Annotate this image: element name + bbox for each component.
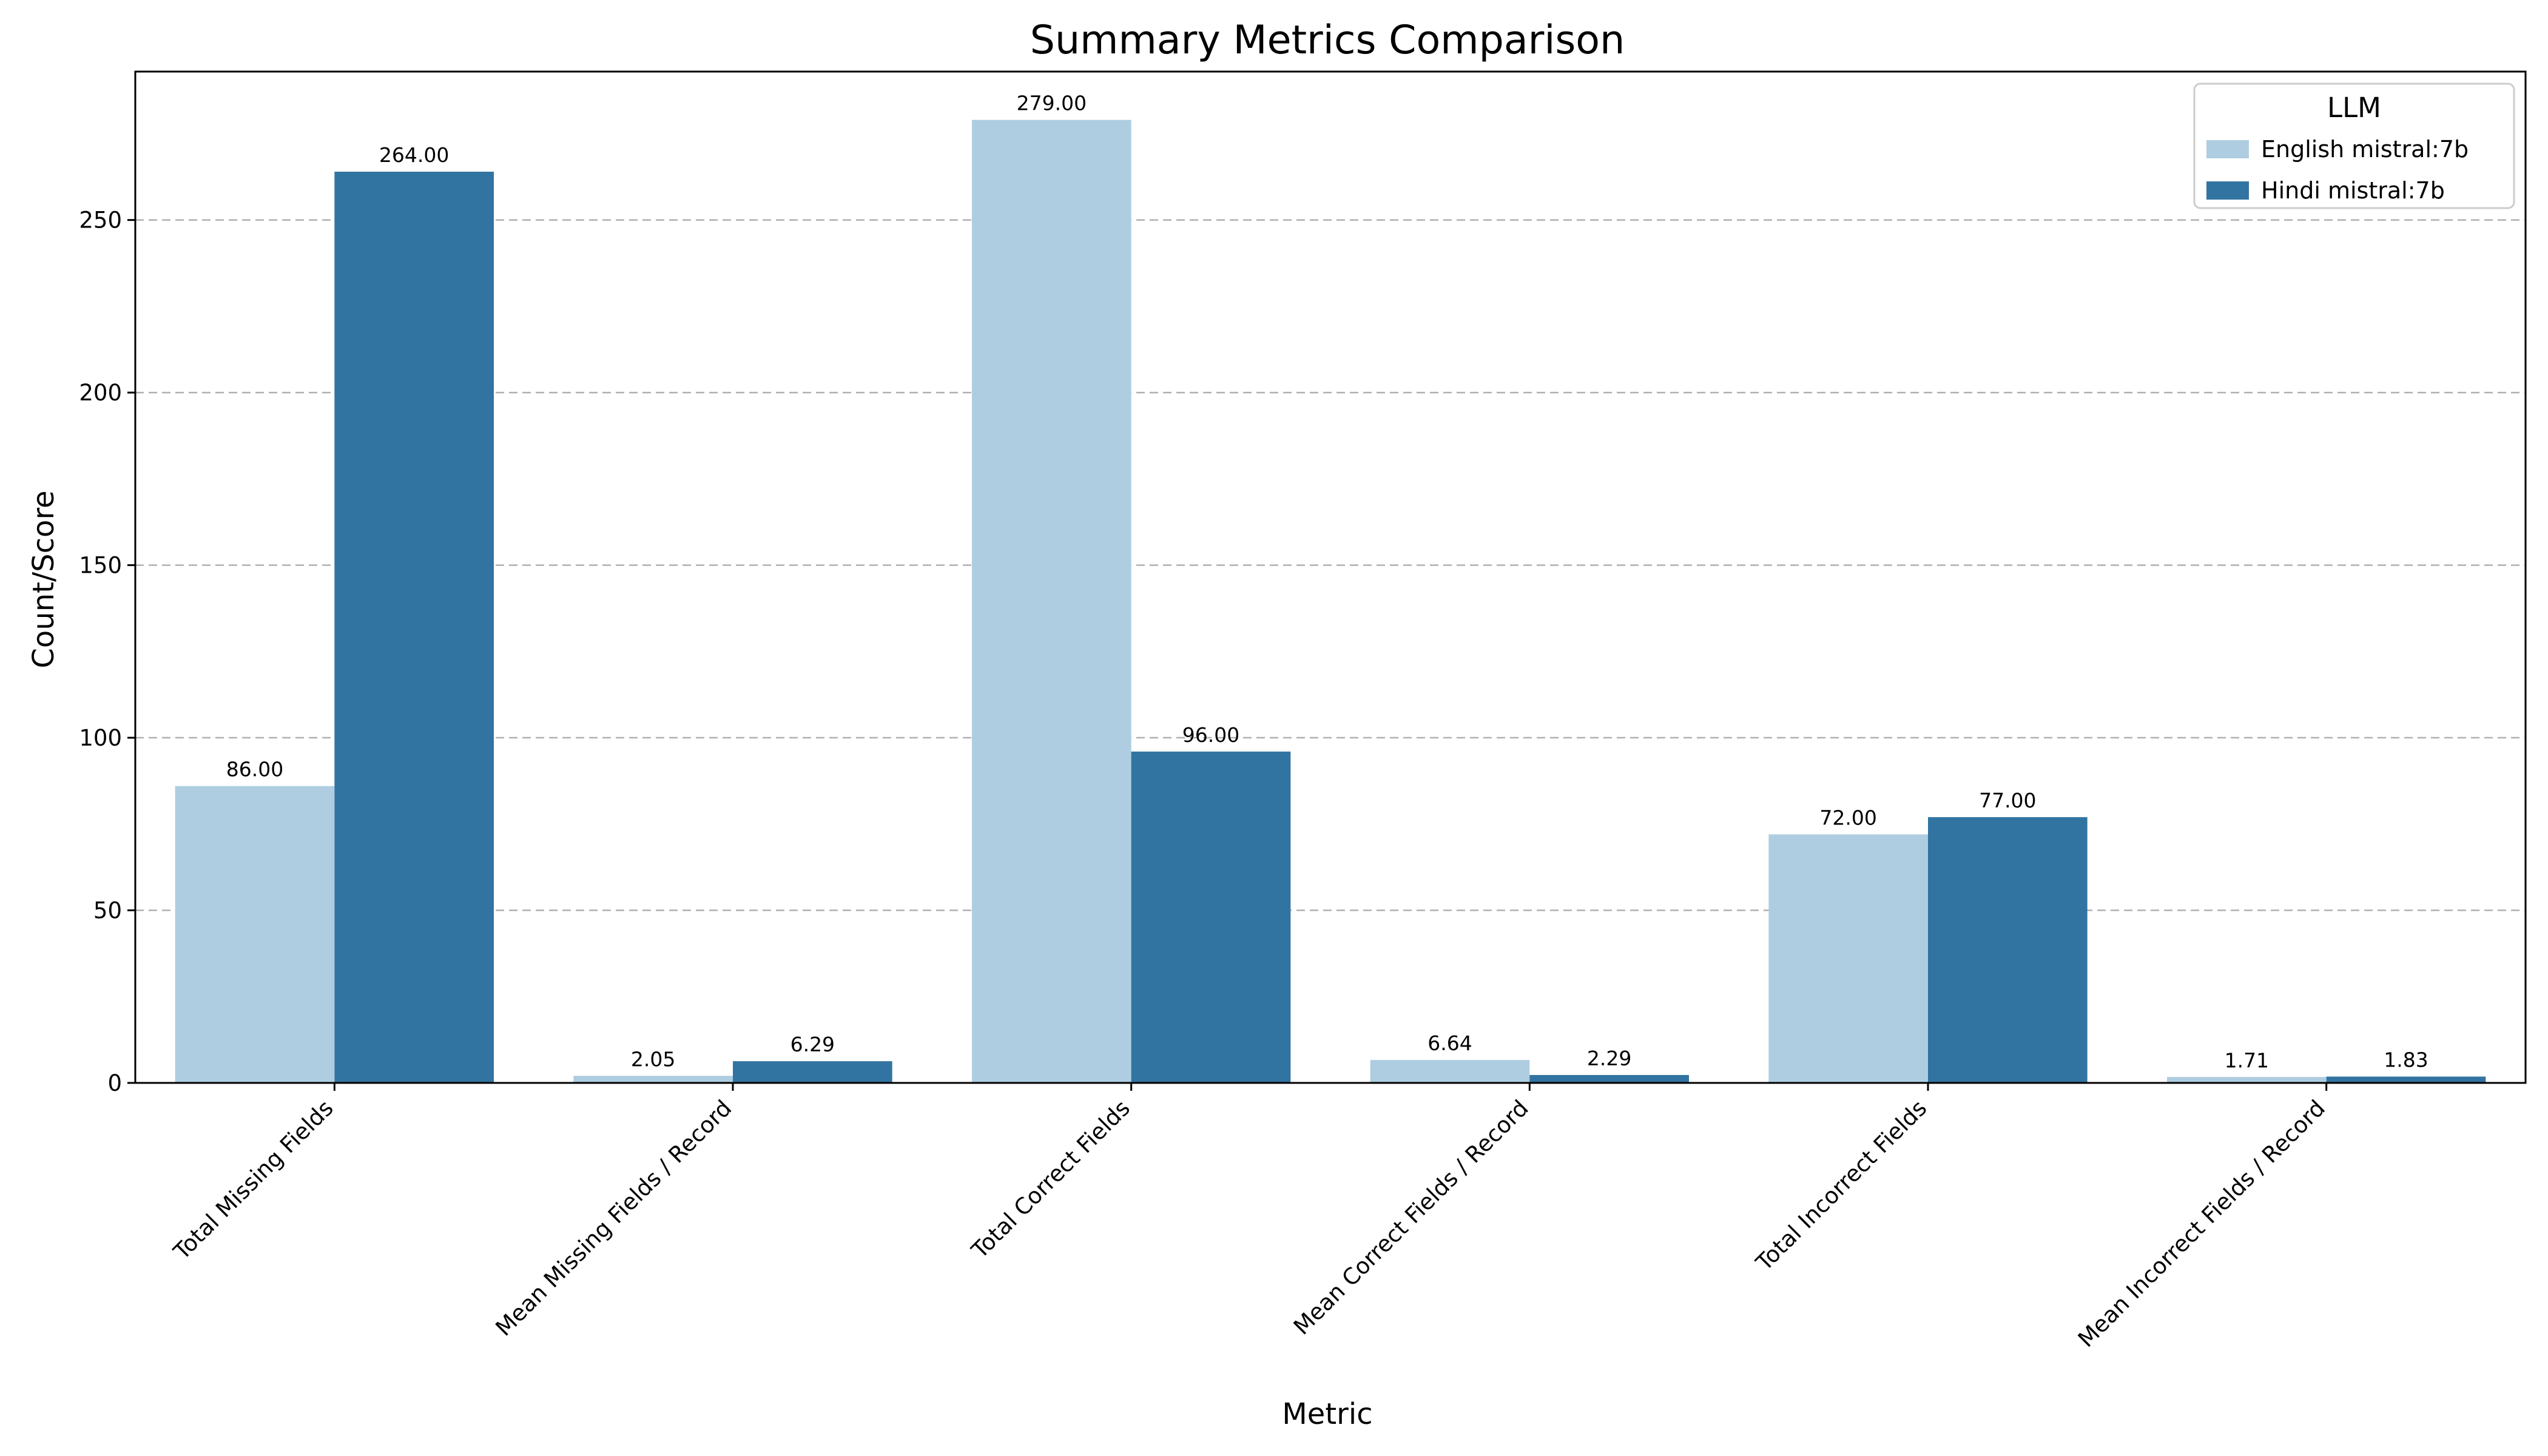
bar-english-5 [2167,1077,2327,1083]
legend-entry: English mistral:7b [2261,136,2469,163]
x-axis: Total Missing Fields Mean Missing Fields … [168,1083,2330,1352]
data-label: 1.71 [2225,1048,2269,1072]
data-label: 264.00 [379,143,449,167]
bar-english-2 [972,120,1131,1084]
plot-frame [134,70,2527,1084]
legend-entry: Hindi mistral:7b [2261,177,2445,204]
y-tick-label: 150 [79,553,122,579]
legend: LLM English mistral:7b Hindi mistral:7b [2193,83,2515,209]
x-tick-label: Mean Missing Fields / Record [491,1095,737,1341]
data-labels-layer: 86.00 264.00 2.05 6.29 279.00 96.00 6.64 2.29 72… [226,92,2428,1073]
bar-hindi-0 [334,171,494,1083]
bar-english-0 [175,786,335,1083]
x-tick-label: Total Missing Fields [168,1095,338,1265]
y-tick-label: 250 [79,207,122,234]
y-tick-label: 200 [79,380,122,406]
y-axis-title: Count/Score [27,490,61,668]
data-label: 1.83 [2384,1048,2428,1072]
chart-title: Summary Metrics Comparison [1030,18,1625,63]
data-label: 6.64 [1427,1031,1472,1055]
y-tick-label: 100 [79,725,122,751]
bar-hindi-1 [733,1061,892,1083]
data-label: 72.00 [1819,806,1876,829]
bar-hindi-2 [1131,751,1291,1083]
x-tick-label: Mean Correct Fields / Record [1289,1095,1534,1340]
data-label: 96.00 [1182,723,1239,747]
legend-box [2193,83,2515,209]
bar-hindi-5 [2326,1076,2486,1083]
grid-layer [135,219,2526,911]
bar-english-4 [1768,834,1928,1083]
legend-title: LLM [2327,92,2381,124]
bar-english-1 [573,1076,733,1083]
bar-english-3 [1370,1060,1530,1083]
x-tick-label: Mean Incorrect Fields / Record [2073,1095,2330,1352]
legend-swatch [2206,140,2249,158]
x-tick-label: Total Incorrect Fields [1751,1095,1932,1276]
data-label: 77.00 [1979,789,2036,812]
y-axis: 0 50 100 150 200 250 [79,207,135,1096]
data-label: 86.00 [226,758,283,781]
bar-hindi-4 [1928,817,2088,1083]
data-label: 6.29 [790,1033,835,1056]
x-tick-label: Total Correct Fields [966,1095,1135,1264]
y-tick-label: 50 [93,898,122,924]
data-label: 279.00 [1017,92,1087,115]
bar-hindi-3 [1529,1074,1689,1083]
bars-layer [175,120,2486,1084]
y-tick-label: 0 [107,1070,122,1096]
legend-swatch [2206,181,2249,200]
data-label: 2.29 [1587,1046,1631,1070]
x-axis-title: Metric [1282,1397,1372,1431]
data-label: 2.05 [631,1047,675,1071]
